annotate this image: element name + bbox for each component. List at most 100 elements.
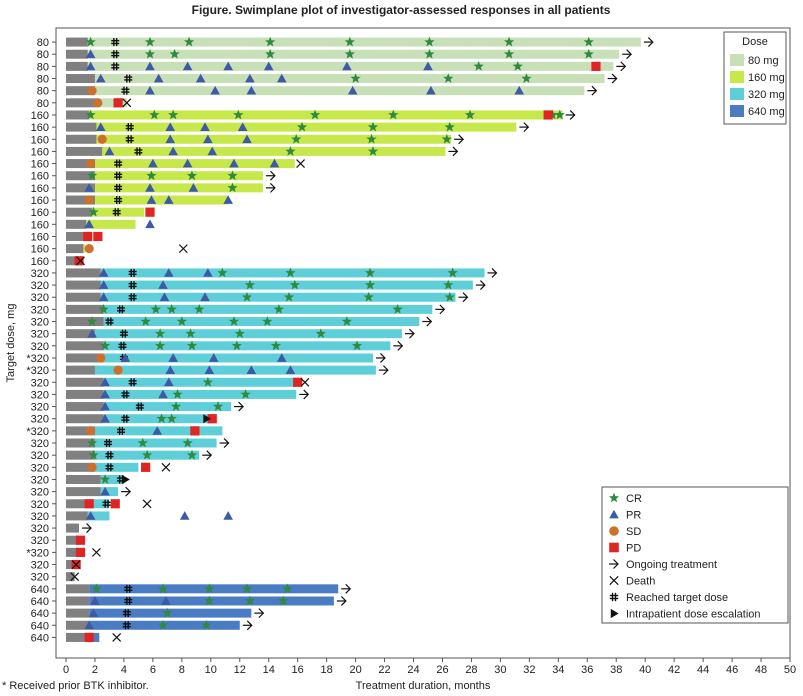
pr-marker — [148, 158, 158, 168]
cr-marker — [185, 328, 196, 339]
y-tick-label: 640 — [31, 608, 49, 620]
pr-marker — [95, 73, 106, 83]
lead-in-bar — [66, 438, 95, 448]
legend-sd-icon — [609, 526, 619, 536]
ongoing-arrow — [565, 110, 576, 120]
cr-marker — [228, 316, 240, 326]
ongoing-arrow — [265, 182, 276, 193]
cr-marker — [341, 316, 353, 326]
pr-marker — [203, 268, 213, 277]
x-axis-label: Treatment duration, months — [356, 680, 491, 692]
cr-marker — [88, 206, 99, 217]
death-marker — [112, 633, 122, 642]
pr-marker — [85, 61, 96, 71]
ongoing-arrow — [519, 122, 530, 133]
pr-marker — [204, 365, 215, 374]
swimlane-bar — [100, 487, 119, 497]
cr-marker — [444, 121, 455, 132]
pr-marker — [207, 146, 218, 156]
pr-marker — [195, 73, 206, 83]
sd-marker — [93, 98, 103, 108]
pr-marker — [164, 268, 174, 277]
pr-marker — [90, 596, 100, 605]
pr-marker — [246, 365, 257, 374]
target-dose-marker — [128, 293, 137, 302]
cr-marker — [443, 279, 454, 290]
cr-marker — [388, 109, 399, 120]
lead-in-bar — [66, 74, 95, 84]
lead-in-bar — [66, 499, 88, 509]
lead-in-bar — [66, 146, 103, 156]
x-tick-label: 16 — [292, 664, 304, 676]
lead-in-bar — [66, 535, 80, 545]
sd-marker — [96, 353, 106, 363]
target-dose-marker — [102, 499, 111, 508]
death-marker — [296, 159, 306, 168]
cr-marker — [140, 316, 151, 326]
target-dose-marker — [124, 74, 133, 83]
y-tick-label: 160 — [31, 159, 49, 171]
lead-in-bar — [66, 86, 95, 96]
cr-marker — [392, 303, 403, 314]
y-tick-label: 160 — [31, 171, 49, 183]
cr-marker — [98, 303, 109, 314]
ongoing-arrow — [454, 134, 465, 145]
y-tick-label: 320 — [31, 402, 49, 414]
y-tick-label: 80 — [37, 49, 49, 61]
ongoing-arrow — [234, 401, 244, 412]
dose-legend-label: 640 mg — [748, 106, 785, 118]
cr-marker — [176, 316, 187, 326]
cr-marker — [363, 291, 374, 302]
ongoing-arrow — [587, 85, 598, 96]
cr-marker — [156, 413, 167, 424]
target-dose-marker — [128, 281, 137, 290]
pd-marker — [293, 377, 303, 387]
cr-marker — [265, 36, 276, 47]
target-dose-marker — [125, 123, 134, 132]
cr-marker — [291, 133, 302, 144]
death-marker — [161, 462, 171, 472]
death-marker — [142, 499, 152, 509]
target-dose-marker — [121, 414, 130, 423]
cr-marker — [86, 437, 98, 448]
death-marker — [122, 98, 132, 108]
y-tick-label: 320 — [31, 560, 49, 572]
cr-marker — [447, 267, 458, 278]
death-marker — [71, 560, 81, 569]
x-tick-label: 26 — [436, 664, 448, 676]
cr-marker — [154, 328, 166, 339]
y-tick-label: 320 — [31, 389, 49, 401]
cr-marker — [99, 474, 111, 484]
lead-in-bar — [66, 122, 97, 132]
y-tick-label: 320 — [31, 329, 49, 341]
swimlane-bar — [103, 402, 232, 412]
cr-marker — [86, 316, 98, 326]
y-tick-label: 160 — [31, 256, 49, 268]
swimlane-bar — [94, 195, 229, 205]
pr-marker — [285, 365, 296, 374]
ongoing-arrow — [643, 37, 654, 47]
pr-marker — [95, 122, 106, 131]
marker-legend-label: Death — [626, 576, 655, 588]
dose-legend-swatch — [730, 88, 744, 100]
ongoing-arrow — [607, 73, 618, 84]
x-tick-label: 36 — [581, 664, 593, 676]
pr-marker — [84, 620, 94, 630]
y-tick-label: 160 — [31, 110, 49, 122]
pr-marker — [179, 511, 190, 520]
cr-marker — [364, 267, 376, 278]
pr-marker — [188, 183, 199, 192]
lead-in-bar — [66, 365, 95, 375]
pr-marker — [85, 49, 96, 59]
swimlane-bar — [89, 632, 100, 642]
x-tick-label: 30 — [494, 664, 506, 676]
pr-marker — [182, 61, 193, 71]
swimlane-bar — [94, 462, 139, 472]
pr-marker — [84, 183, 94, 192]
swimlane-bar — [96, 134, 452, 144]
sd-marker — [97, 134, 107, 144]
swimlane-bar — [97, 98, 127, 108]
swimlane-bar — [87, 37, 641, 47]
cr-marker — [443, 73, 454, 83]
pr-marker — [87, 328, 97, 338]
